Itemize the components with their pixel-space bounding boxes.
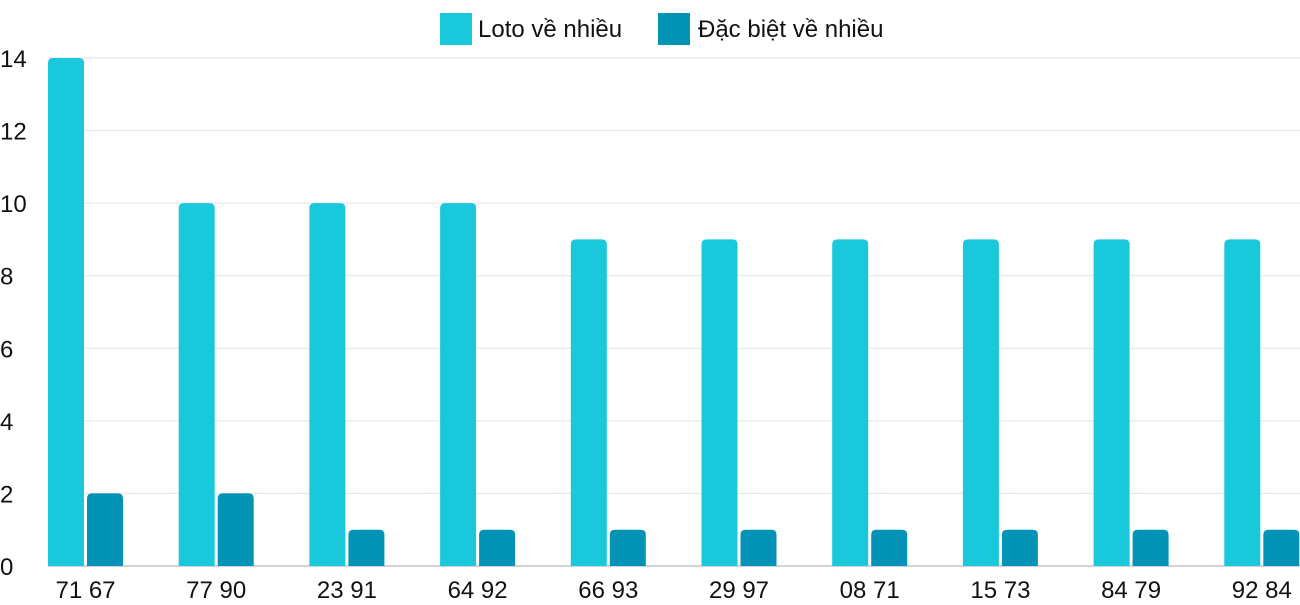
- x-tick-label: 08 71: [840, 577, 900, 600]
- x-tick-label: 29 97: [709, 577, 769, 600]
- bar-loto[interactable]: [1093, 239, 1130, 566]
- bar-dac-biet[interactable]: [1001, 529, 1038, 566]
- legend-swatch-dac-biet: [658, 13, 690, 45]
- y-tick-label: 4: [0, 409, 13, 436]
- x-tick-label: 15 73: [970, 577, 1030, 600]
- bar-dac-biet[interactable]: [1132, 529, 1169, 566]
- y-tick-label: 6: [0, 336, 13, 363]
- x-tick-label: 23 91: [317, 577, 377, 600]
- bar-loto[interactable]: [178, 203, 215, 566]
- x-tick-label: 64 92: [448, 577, 508, 600]
- legend-swatch-loto: [440, 13, 472, 45]
- bar-loto[interactable]: [962, 239, 999, 566]
- bar-dac-biet[interactable]: [348, 529, 385, 566]
- bar-loto[interactable]: [440, 203, 477, 566]
- bar-dac-biet[interactable]: [479, 529, 516, 566]
- legend-label-dac-biet[interactable]: Đặc biệt về nhiều: [698, 16, 883, 43]
- bar-loto[interactable]: [309, 203, 346, 566]
- bar-dac-biet[interactable]: [87, 493, 123, 566]
- x-tick-label: 66 93: [578, 577, 638, 600]
- legend-label-loto[interactable]: Loto về nhiều: [478, 16, 622, 43]
- bar-dac-biet[interactable]: [609, 529, 646, 566]
- x-tick-label: 92 84: [1232, 577, 1292, 600]
- bar-dac-biet[interactable]: [217, 493, 254, 566]
- y-tick-label: 8: [0, 264, 13, 291]
- y-tick-label: 0: [0, 554, 13, 581]
- bar-dac-biet[interactable]: [871, 529, 908, 566]
- y-tick-label: 2: [0, 481, 13, 508]
- legend: Loto về nhiều Đặc biệt về nhiều: [440, 13, 883, 45]
- y-tick-label: 14: [0, 46, 27, 73]
- bar-loto[interactable]: [570, 239, 607, 566]
- bar-dac-biet[interactable]: [740, 529, 777, 566]
- x-tick-label: 77 90: [186, 577, 246, 600]
- bar-loto[interactable]: [48, 58, 84, 566]
- y-tick-label: 10: [0, 191, 27, 218]
- y-tick-label: 12: [0, 119, 27, 146]
- x-tick-label: 84 79: [1101, 577, 1161, 600]
- bar-loto[interactable]: [701, 239, 738, 566]
- bar-dac-biet[interactable]: [1263, 529, 1300, 566]
- x-tick-label: 71 67: [55, 577, 115, 600]
- bar-loto[interactable]: [1224, 239, 1261, 566]
- bar-loto[interactable]: [832, 239, 869, 566]
